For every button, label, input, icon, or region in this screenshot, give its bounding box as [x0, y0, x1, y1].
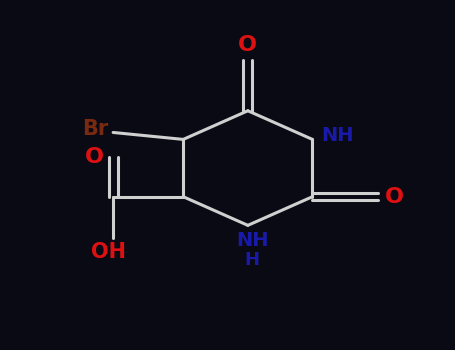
Text: O: O	[238, 35, 258, 55]
Text: NH: NH	[236, 231, 268, 250]
Text: O: O	[385, 187, 404, 207]
Text: O: O	[85, 147, 104, 167]
Text: H: H	[245, 251, 260, 270]
Text: OH: OH	[91, 242, 126, 262]
Text: Br: Br	[82, 119, 109, 139]
Text: NH: NH	[322, 126, 354, 146]
